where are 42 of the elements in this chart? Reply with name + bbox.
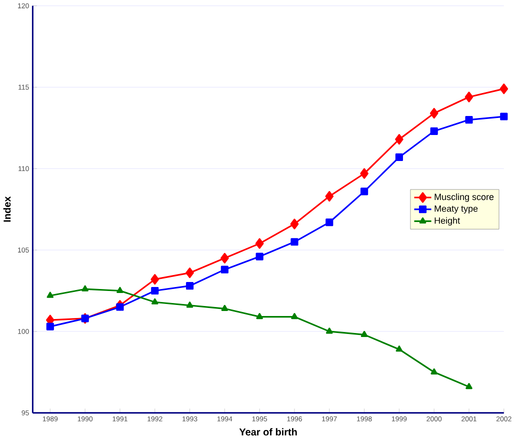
point [465,116,473,124]
legend-label: Meaty type [434,206,478,214]
point [255,238,264,249]
point [360,168,368,179]
point [82,285,88,292]
point [500,84,508,94]
point [150,274,160,285]
point [151,298,158,305]
point [151,287,159,295]
point [116,287,124,294]
point [466,383,472,390]
point [186,302,194,308]
legend-label: Muscling score [434,194,494,202]
point [290,218,299,230]
point [395,134,404,145]
point [256,313,263,320]
point [500,112,508,120]
point [291,313,298,320]
point [430,127,438,136]
point [326,218,334,226]
point [46,292,54,298]
point [360,188,368,196]
point [46,322,54,330]
point [325,191,334,202]
point [256,252,264,260]
point [395,154,403,162]
y-axis-title: Index [3,196,11,222]
point [464,92,474,102]
point [430,108,438,119]
point [186,282,194,290]
point [220,252,229,264]
legend-label: Height [434,217,460,226]
point [396,346,403,352]
point [360,330,368,338]
point [186,268,194,278]
point [116,303,124,311]
point [430,368,438,375]
x-axis-title: Year of birth [239,428,297,436]
point [290,238,298,246]
point [326,328,333,334]
point [220,266,228,274]
point [221,304,228,312]
